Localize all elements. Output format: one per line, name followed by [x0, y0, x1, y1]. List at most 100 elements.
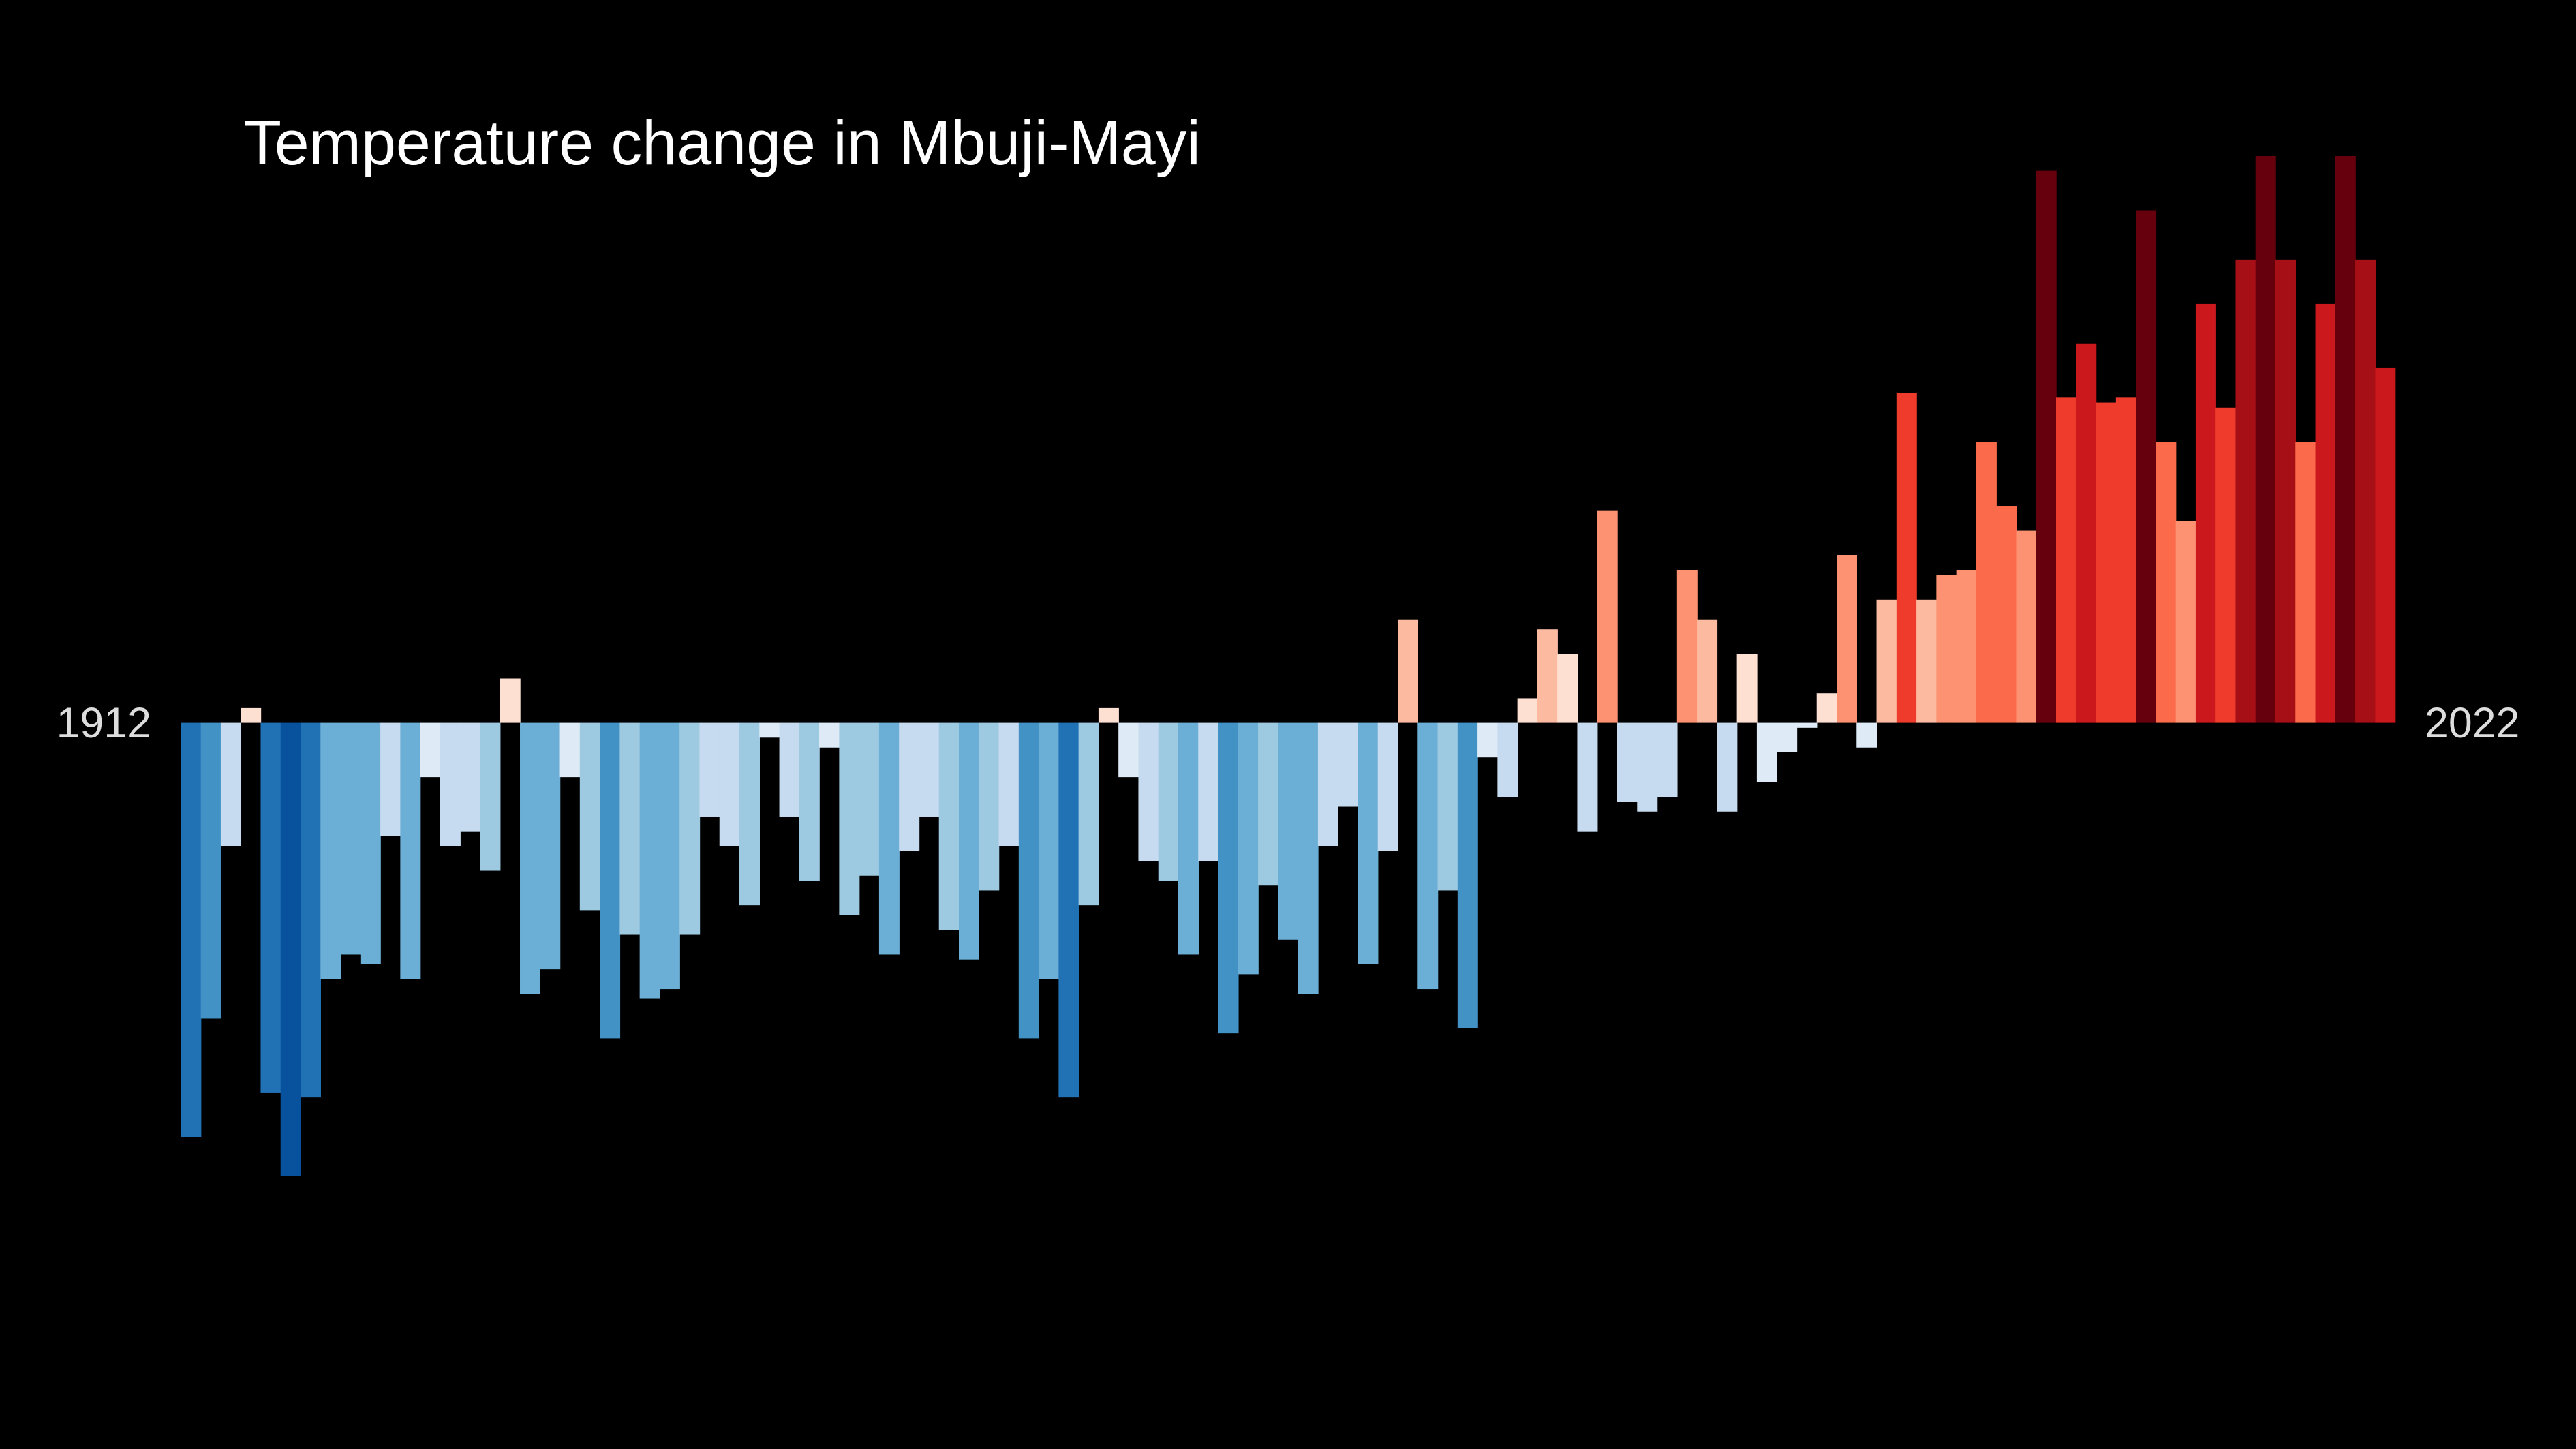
bar [1397, 619, 1418, 723]
bar [819, 722, 840, 748]
bar [998, 722, 1019, 846]
bar [1437, 722, 1458, 891]
bar [1058, 722, 1079, 1098]
bar [1936, 575, 1957, 723]
bar [1996, 506, 2017, 723]
bar [2375, 367, 2396, 723]
x-tick-label: 1912 [57, 699, 151, 747]
bar [1537, 629, 1558, 723]
bar [1358, 722, 1379, 964]
bar [241, 707, 262, 723]
bar [1417, 722, 1439, 990]
bar [1039, 722, 1060, 979]
bar [1298, 722, 1319, 994]
bar [699, 722, 720, 817]
bar [1557, 654, 1578, 723]
bar [1956, 570, 1977, 723]
bar [2115, 397, 2136, 723]
bar [959, 722, 979, 960]
bar [1078, 722, 1099, 906]
bar [280, 722, 301, 1176]
bar [440, 722, 461, 846]
bar [2255, 155, 2276, 723]
bar [1517, 698, 1538, 723]
bar [1457, 722, 1478, 1028]
x-tick-label: 2022 [2425, 699, 2519, 747]
bar [2235, 259, 2256, 723]
bar [1317, 722, 1338, 846]
bar [2215, 407, 2237, 723]
bar [2016, 530, 2037, 723]
bar [1138, 722, 1159, 861]
bar [1756, 722, 1777, 782]
bar [899, 722, 920, 851]
bar [2295, 442, 2316, 723]
bar [200, 722, 221, 1019]
bar [799, 722, 820, 881]
bar [181, 722, 202, 1138]
bar [579, 722, 600, 911]
bar [979, 722, 1000, 891]
bar [1577, 722, 1598, 832]
bar [2136, 210, 2157, 723]
bar [1736, 654, 1758, 723]
bar [1816, 693, 1837, 723]
bar [2275, 259, 2296, 723]
bar [639, 722, 660, 999]
bar [1118, 722, 1139, 778]
bar [1637, 722, 1658, 812]
bar [1616, 722, 1638, 802]
bar [2175, 521, 2196, 723]
bar [220, 722, 241, 846]
bar [1836, 555, 1857, 723]
bar [1158, 722, 1179, 881]
bar [520, 722, 540, 994]
bar [659, 722, 680, 990]
bar [1377, 722, 1398, 851]
bar [600, 722, 621, 1039]
bar [759, 722, 780, 738]
bar [2096, 402, 2117, 723]
bar [1258, 722, 1279, 886]
bar [540, 722, 561, 970]
bar [1218, 722, 1239, 1034]
bar [1098, 707, 1119, 723]
bar [1916, 599, 1937, 723]
bar [340, 722, 361, 955]
bar [719, 722, 740, 846]
bar [320, 722, 341, 979]
bar [1717, 722, 1738, 812]
bar [2076, 343, 2097, 723]
bar [679, 722, 701, 935]
bar [1597, 510, 1618, 723]
bar [2156, 442, 2177, 723]
bar [2355, 259, 2376, 723]
bar [2195, 303, 2216, 723]
bar [739, 722, 760, 906]
bar [301, 722, 322, 1098]
bar [460, 722, 481, 832]
bar [360, 722, 381, 964]
bar [500, 678, 521, 723]
bar [1178, 722, 1199, 955]
bar [919, 722, 940, 817]
bar [1697, 619, 1718, 723]
bar [1018, 722, 1039, 1039]
bar [380, 722, 401, 836]
bar [878, 722, 900, 955]
bar [1777, 722, 1798, 752]
bar [859, 722, 880, 876]
bar [839, 722, 860, 915]
bar [2055, 397, 2076, 723]
bar [2036, 170, 2057, 723]
bar [1238, 722, 1259, 975]
chart-title: Temperature change in Mbuji-Mayi [243, 108, 1201, 178]
bar [1876, 599, 1897, 723]
bar [260, 722, 281, 1093]
bar [2315, 303, 2336, 723]
bar [619, 722, 641, 935]
bar [480, 722, 501, 871]
bar [1657, 722, 1678, 797]
bar [2335, 155, 2356, 723]
